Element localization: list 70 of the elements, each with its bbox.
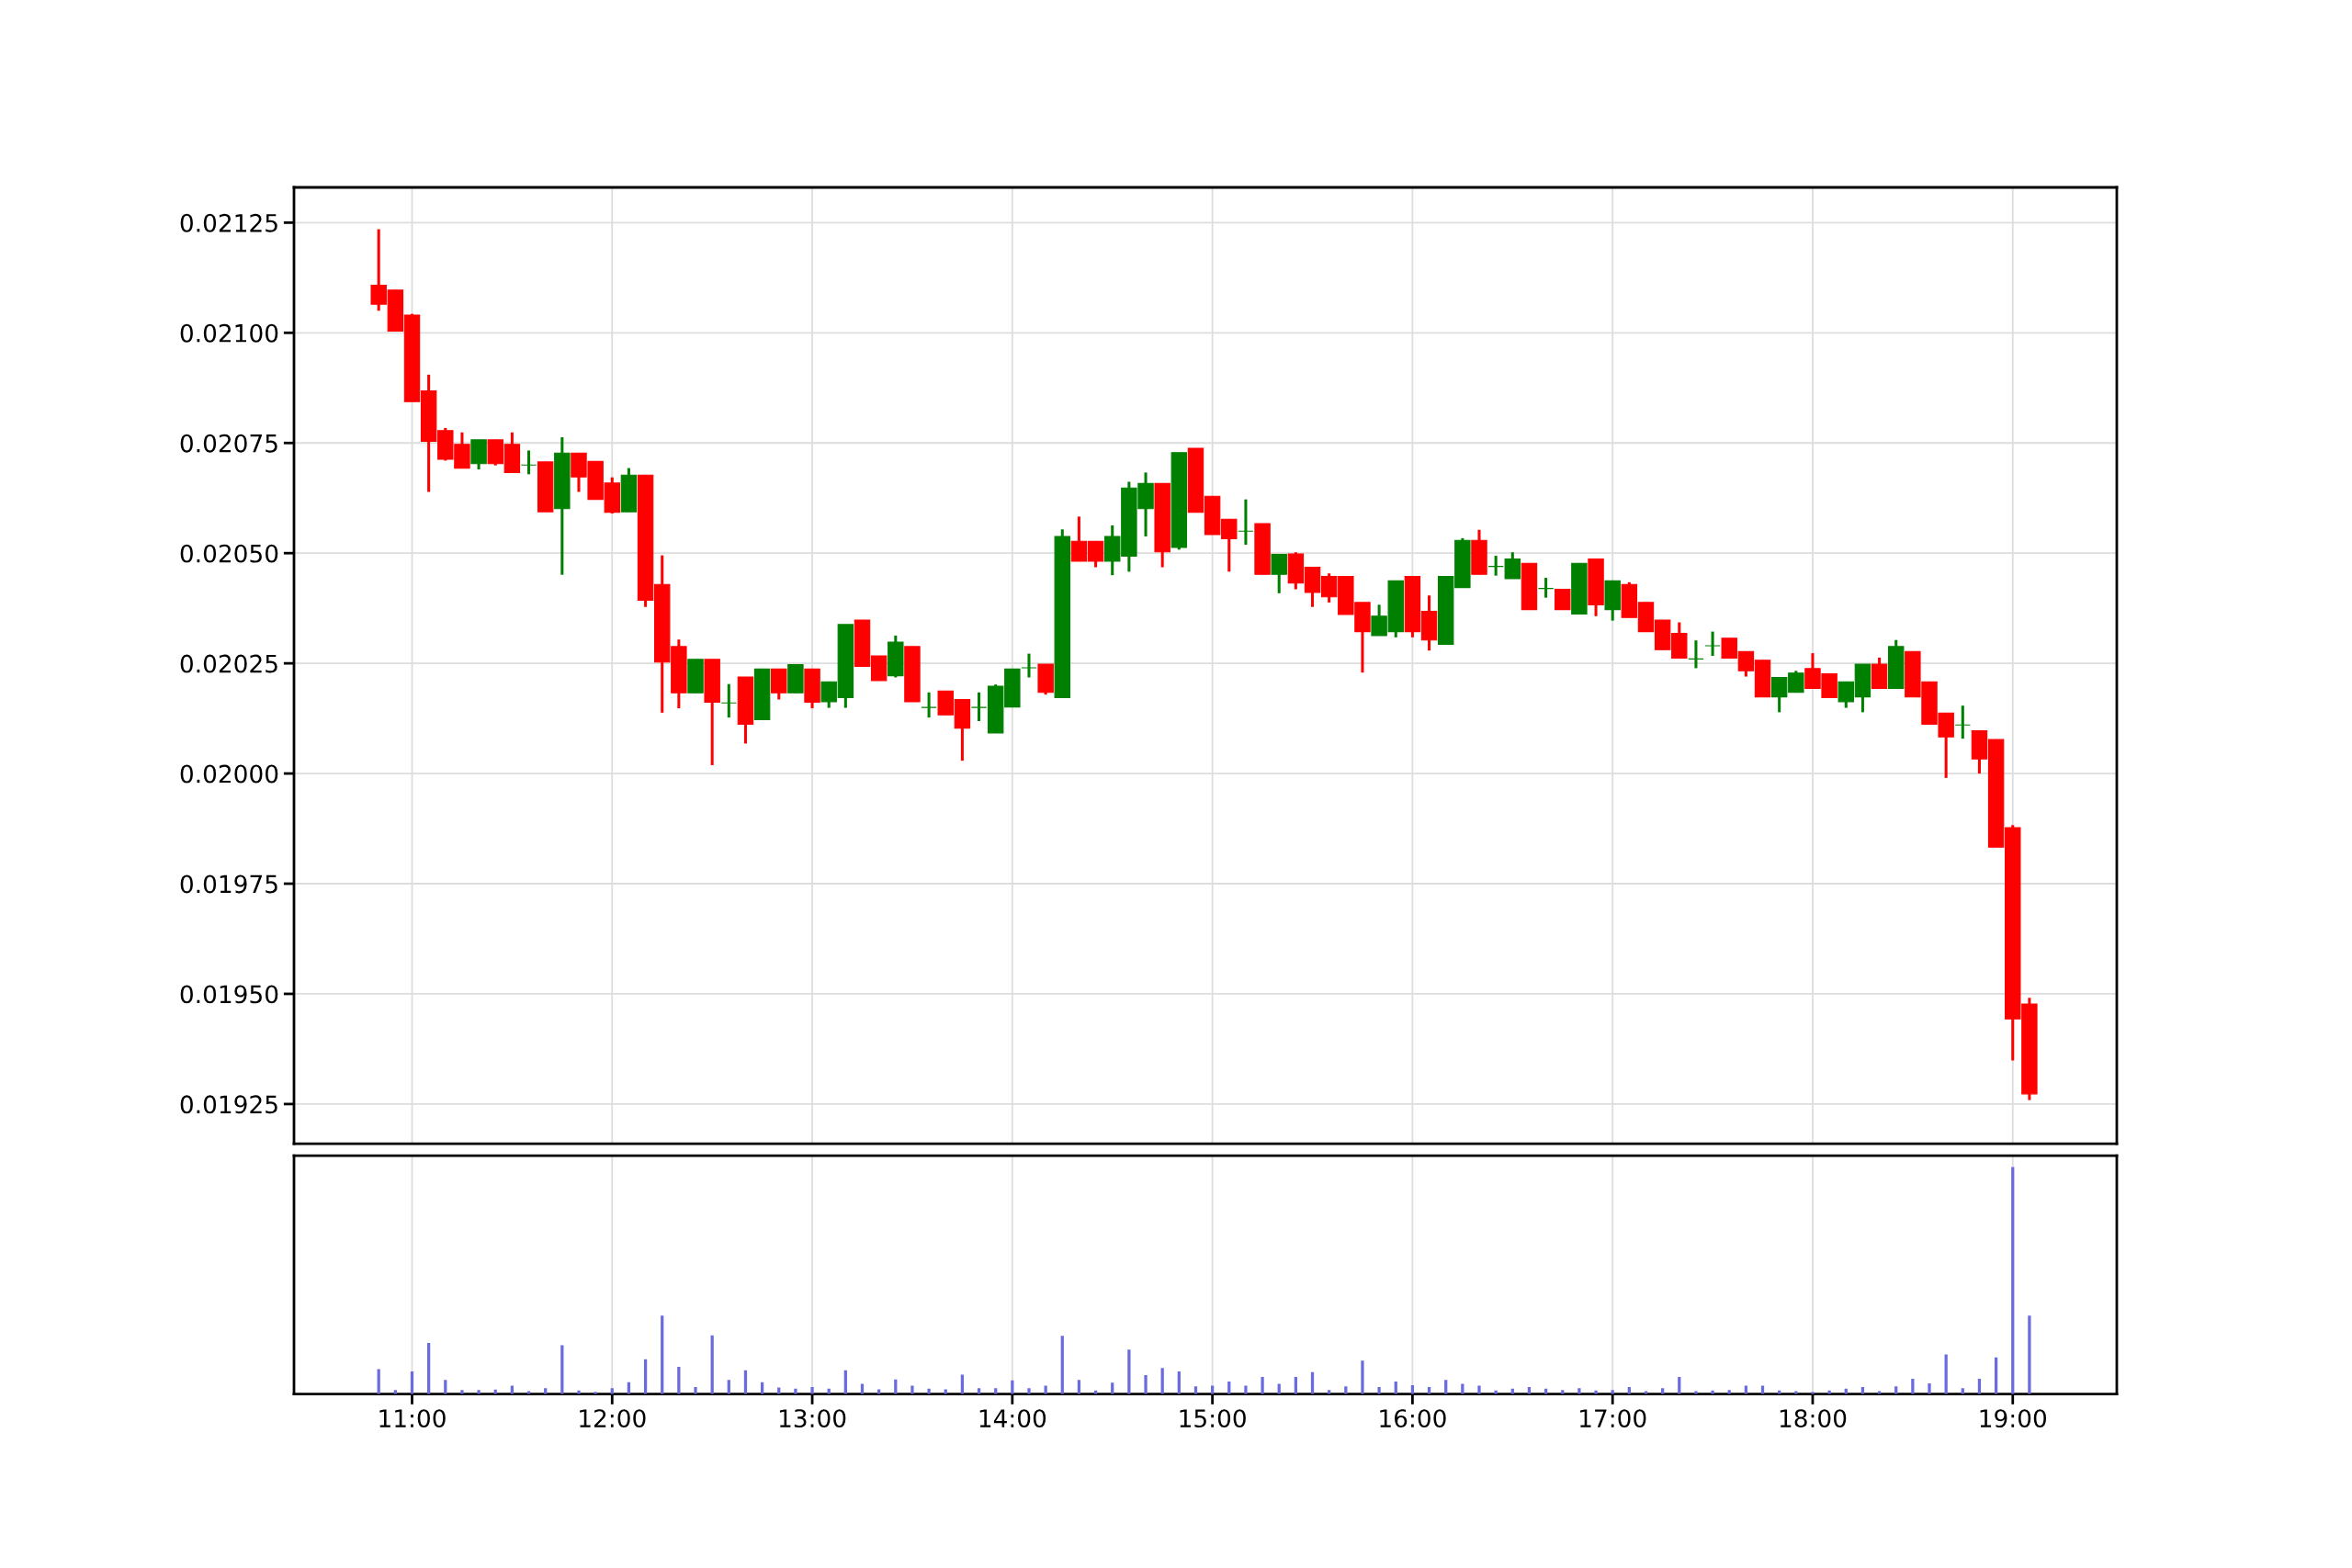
bar — [526, 1391, 531, 1394]
candlestick — [1238, 499, 1254, 547]
bar — [927, 1388, 931, 1394]
candlestick — [1021, 653, 1037, 678]
bar — [1694, 1391, 1698, 1394]
x-tick-label: 12:00 — [580, 1409, 646, 1428]
bar — [1144, 1374, 1148, 1394]
bar — [794, 1388, 797, 1394]
candlestick — [1555, 588, 1571, 611]
bar — [1027, 1388, 1031, 1394]
bar — [1811, 1392, 1815, 1394]
bar — [1644, 1391, 1648, 1394]
bar — [960, 1374, 965, 1394]
bar — [1794, 1391, 1798, 1394]
bar — [460, 1390, 464, 1394]
candlestick — [1704, 631, 1721, 656]
y-tick-label: 0.01925 — [180, 1095, 277, 1114]
y-tick-label: 0.01975 — [180, 874, 277, 894]
candlestick — [1537, 578, 1555, 598]
candlestick — [720, 683, 738, 719]
x-tick-label: 14:00 — [979, 1409, 1046, 1428]
candlestick — [1688, 640, 1704, 669]
bar — [1877, 1391, 1882, 1394]
x-tick-label: 19:00 — [1980, 1409, 2047, 1428]
bar — [1160, 1368, 1164, 1394]
x-tick-label: 15:00 — [1180, 1409, 1246, 1428]
bar — [1060, 1336, 1064, 1394]
candlestick — [1954, 705, 1972, 740]
bar — [1261, 1376, 1264, 1394]
bar — [661, 1315, 664, 1394]
bar — [2028, 1315, 2031, 1394]
bar — [1827, 1390, 1831, 1394]
y-tick-label: 0.02100 — [180, 323, 278, 343]
y-tick-label: 0.02000 — [180, 764, 278, 784]
bar — [1944, 1354, 1948, 1394]
x-tick-label: 16:00 — [1380, 1409, 1446, 1428]
bar — [694, 1387, 697, 1394]
bar — [1361, 1360, 1364, 1394]
bar — [910, 1385, 914, 1394]
candlestick — [921, 691, 937, 719]
y-tick-label: 0.02075 — [180, 434, 277, 453]
candlestick — [520, 450, 537, 475]
bar — [1477, 1385, 1481, 1394]
bar — [2011, 1167, 2015, 1394]
bar — [643, 1359, 648, 1394]
bar — [677, 1367, 681, 1394]
y-tick-label: 0.02025 — [180, 654, 277, 673]
bar — [710, 1335, 714, 1394]
y-tick-label: 0.02125 — [180, 213, 277, 232]
bar — [1377, 1387, 1381, 1394]
x-tick-label: 18:00 — [1780, 1409, 1847, 1428]
y-tick-label: 0.02050 — [180, 544, 278, 563]
bar — [577, 1390, 581, 1394]
x-tick-label: 17:00 — [1580, 1409, 1646, 1428]
bar — [1111, 1382, 1114, 1394]
bar — [594, 1392, 597, 1394]
y-tick-label: 0.01950 — [180, 985, 278, 1004]
bar — [1711, 1390, 1714, 1394]
bar — [1127, 1349, 1131, 1394]
bar — [810, 1387, 814, 1394]
x-tick-label: 13:00 — [779, 1409, 846, 1428]
bar — [427, 1343, 431, 1394]
bar — [560, 1345, 564, 1394]
candlestick — [1271, 554, 1287, 593]
bar — [477, 1390, 481, 1394]
bar — [1928, 1383, 1931, 1394]
bar — [1244, 1385, 1248, 1394]
x-tick-label: 11:00 — [379, 1409, 446, 1428]
bar — [1594, 1390, 1598, 1394]
bar — [1577, 1388, 1581, 1394]
